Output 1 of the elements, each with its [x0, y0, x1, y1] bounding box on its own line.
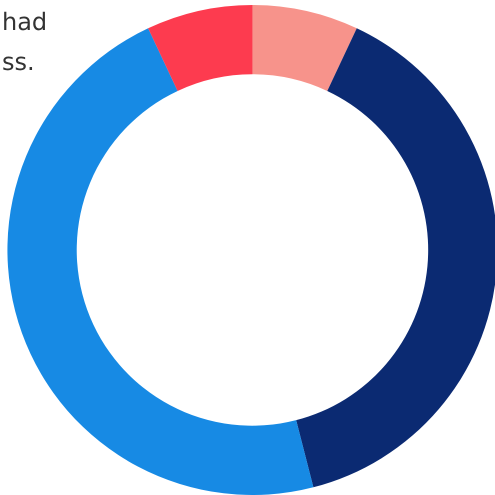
- text: had ss.: [2, 8, 48, 76]
